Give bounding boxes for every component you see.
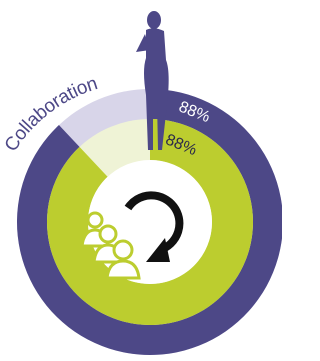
center (88, 160, 212, 284)
infographic: Collaboration 88%88% (0, 0, 282, 361)
